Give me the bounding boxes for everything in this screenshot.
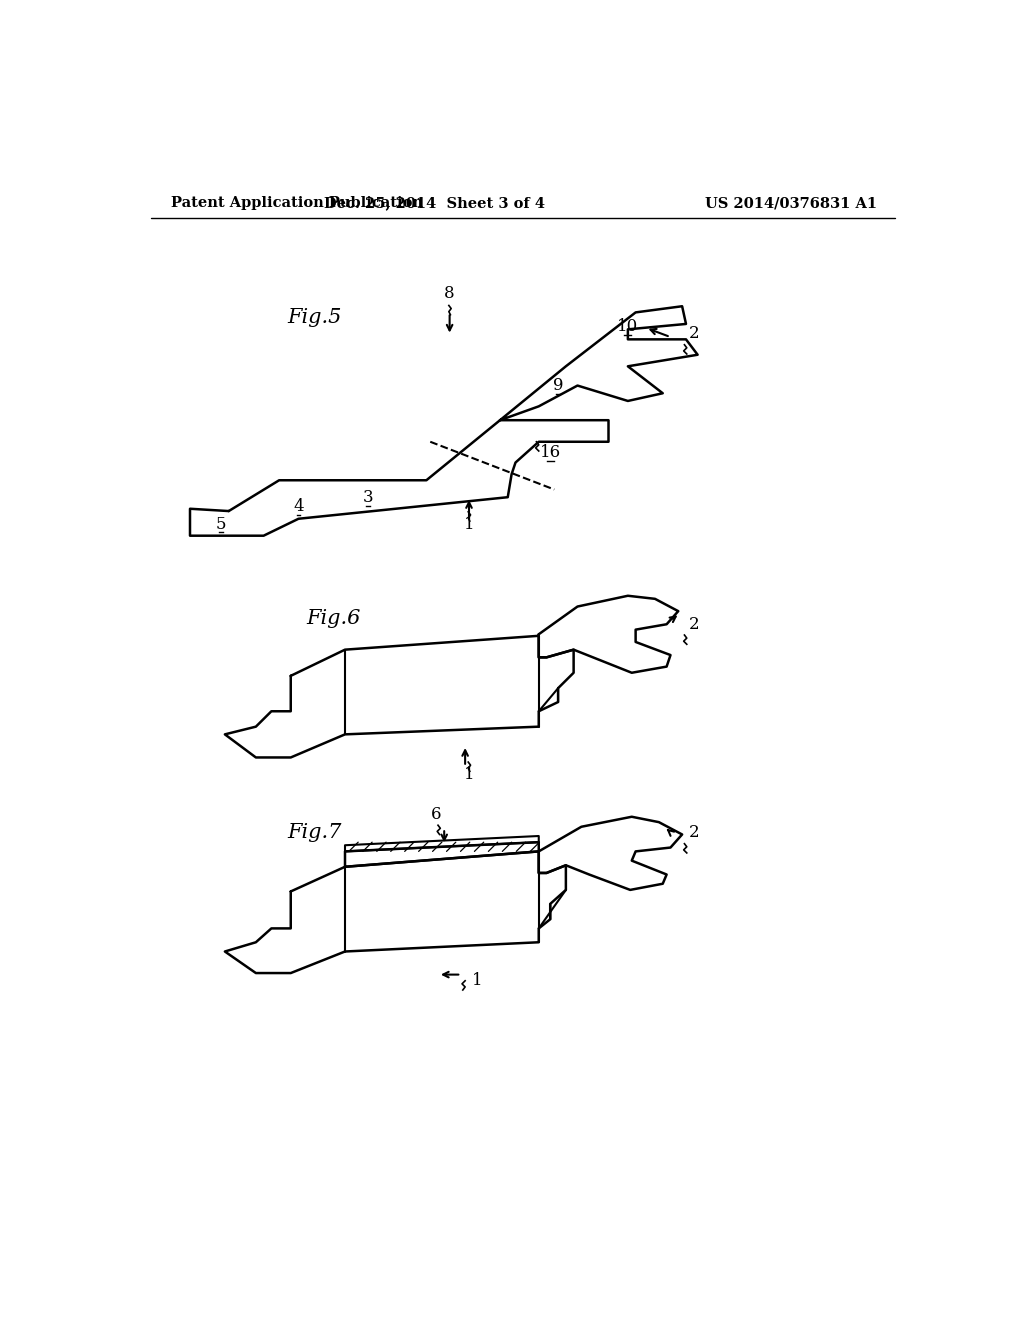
Text: 10: 10 [617,318,639,335]
Text: 9: 9 [553,378,563,395]
Text: 16: 16 [540,444,561,461]
Text: Fig.6: Fig.6 [306,610,360,628]
Text: Patent Application Publication: Patent Application Publication [171,197,423,210]
Text: 2: 2 [688,615,699,632]
Text: US 2014/0376831 A1: US 2014/0376831 A1 [706,197,878,210]
Text: Fig.7: Fig.7 [287,822,341,842]
Text: 4: 4 [293,498,304,515]
Text: 1: 1 [464,766,474,783]
Text: 2: 2 [688,825,699,841]
Text: 1: 1 [471,973,482,989]
Text: Dec. 25, 2014  Sheet 3 of 4: Dec. 25, 2014 Sheet 3 of 4 [324,197,545,210]
Text: 2: 2 [688,326,699,342]
Text: 5: 5 [216,516,226,533]
Text: 6: 6 [431,807,441,822]
Text: 3: 3 [362,488,374,506]
Text: Fig.5: Fig.5 [287,309,341,327]
Text: 1: 1 [464,516,474,533]
Text: 8: 8 [444,285,455,302]
